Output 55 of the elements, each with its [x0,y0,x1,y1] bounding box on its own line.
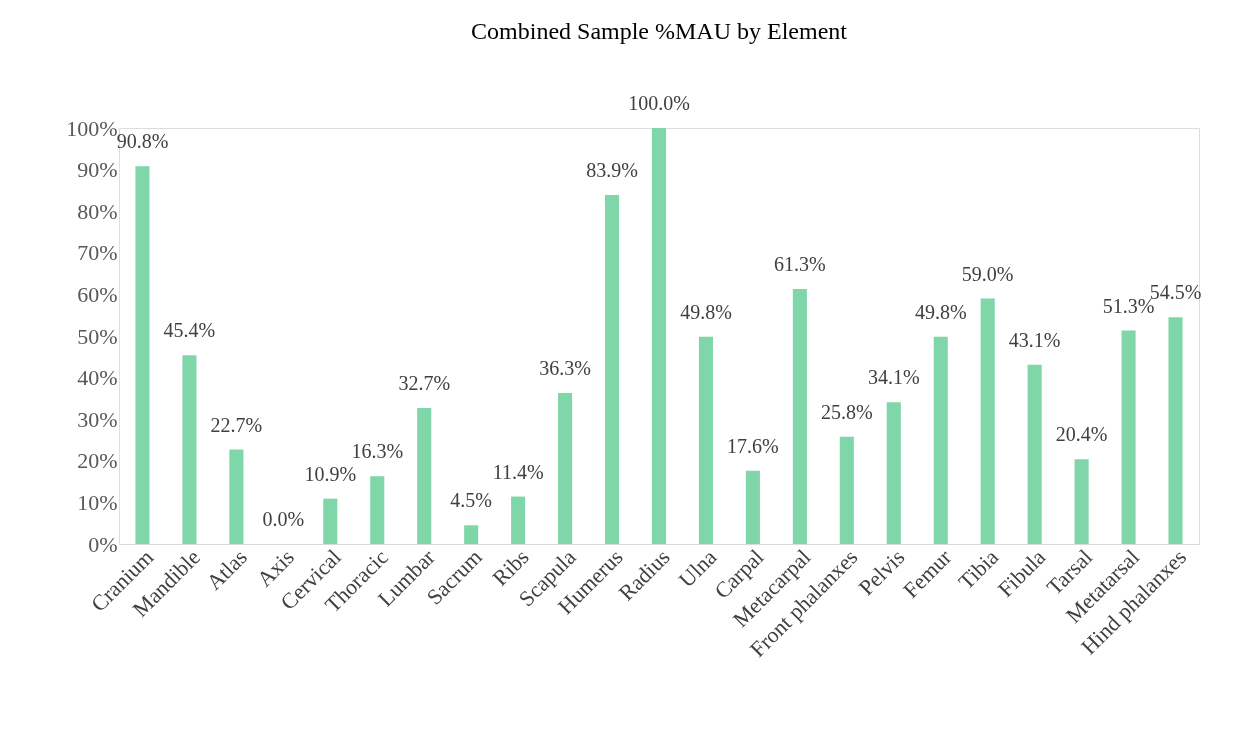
data-label: 0.0% [262,508,305,530]
data-label: 25.8% [820,400,873,423]
bar [605,194,620,544]
y-tick-label: 10% [77,489,118,515]
bar [229,449,244,544]
data-label: 61.3% [774,252,826,275]
bar [135,166,150,544]
y-tick-label: 20% [77,448,118,474]
y-tick-label: 50% [77,323,118,349]
y-tick-label: 0% [88,531,118,557]
y-tick-label: 90% [77,157,118,183]
y-tick-label: 100% [66,115,118,141]
data-label: 36.3% [539,356,591,379]
bar [370,476,385,544]
chart-title: Combined Sample %MAU by Element [471,18,848,44]
data-label: 43.1% [1008,328,1061,351]
data-label: 34.1% [867,366,920,389]
bar [839,436,854,544]
data-label: 45.4% [163,319,216,342]
bar [792,288,807,544]
data-label: 22.7% [210,413,263,436]
data-label: 90.8% [116,130,169,153]
bar [886,402,901,544]
y-tick-label: 40% [77,365,118,391]
bar [1168,317,1183,544]
bar [1074,459,1089,544]
y-tick-label: 80% [77,198,118,224]
bar [558,392,573,544]
data-label: 49.8% [914,300,967,323]
data-label: 100.0% [628,92,690,114]
y-tick-label: 60% [77,281,118,307]
data-label: 32.7% [398,371,451,394]
bar [511,496,526,544]
bar [1121,330,1136,544]
bar [933,336,948,544]
data-label: 17.6% [727,434,779,457]
data-label: 83.9% [586,158,638,181]
bar [698,336,713,544]
bar [182,355,197,544]
bar [1027,364,1042,544]
data-label: 49.8% [680,300,732,323]
bar [980,298,995,544]
y-tick-label: 70% [77,240,118,266]
data-label: 16.3% [351,440,404,463]
bar [651,128,667,544]
bar [323,498,338,544]
data-label: 4.5% [450,489,493,512]
bar [464,525,479,544]
data-label: 20.4% [1055,423,1108,446]
data-label: 11.4% [492,460,544,483]
y-tick-label: 30% [77,406,118,432]
data-label: 59.0% [961,262,1014,285]
bar [417,407,432,544]
bar [745,470,760,544]
data-label: 10.9% [304,462,357,485]
